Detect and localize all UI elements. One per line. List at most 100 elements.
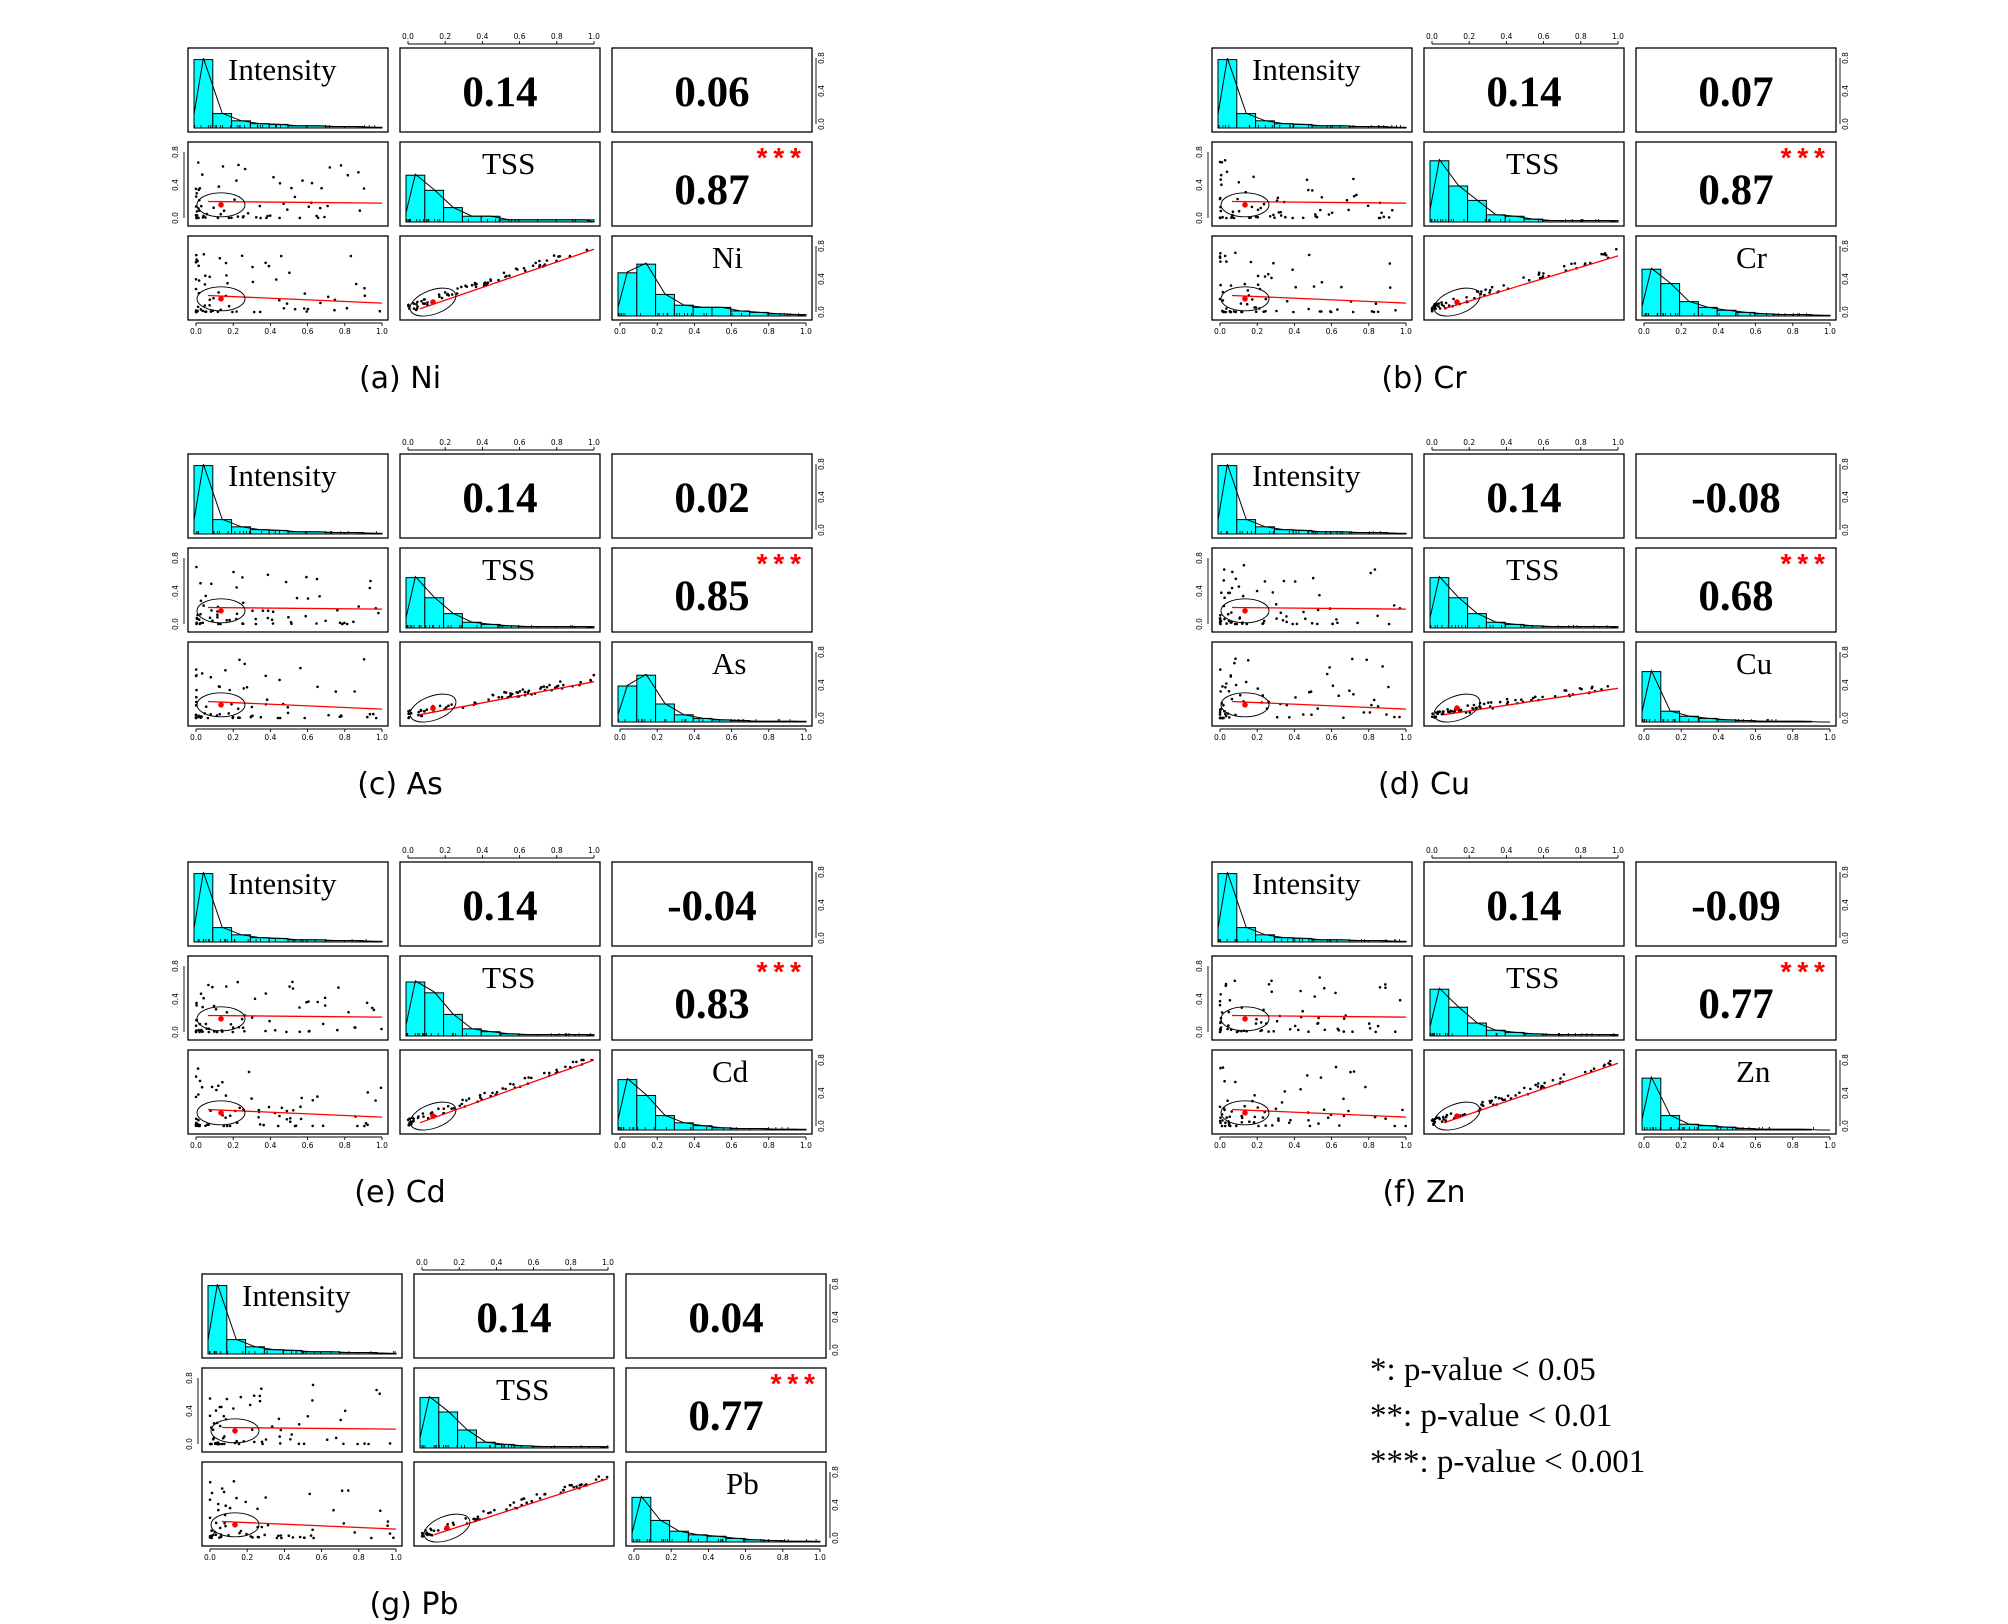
scatter-point-tss-vs-intensity (1301, 1009, 1304, 1013)
scatter-point-tss-vs-intensity (250, 1428, 254, 1431)
confidence-ellipse-metal-vs-tss (423, 1513, 471, 1543)
scatter-point-tss-vs-intensity (195, 616, 199, 620)
scatter-point-metal-vs-intensity (1225, 1116, 1228, 1119)
confidence-ellipse-metal-vs-intensity (1220, 1100, 1270, 1126)
scatter-point-metal-vs-intensity (326, 295, 330, 299)
scatter-point-tss-vs-intensity (302, 1442, 306, 1446)
scatter-point-metal-vs-tss (1444, 301, 1448, 305)
bottom-x-0-tick-label-3: 0.6 (302, 327, 314, 336)
scatter-point-tss-vs-intensity (1227, 1010, 1231, 1014)
right-y-0-tick-label-0: 0.0 (831, 1344, 840, 1356)
scatter-point-metal-vs-tss (563, 1485, 567, 1489)
scatter-point-metal-vs-intensity (288, 271, 291, 275)
scatter-point-metal-vs-intensity (347, 1489, 350, 1492)
correlation-intensity_tss: 0.14 (1486, 475, 1561, 522)
scatter-point-tss-vs-intensity (1317, 1016, 1320, 1020)
scatter-point-tss-vs-intensity (258, 1399, 262, 1403)
scatter-point-metal-vs-intensity (366, 715, 369, 719)
scatter-point-tss-vs-intensity (216, 613, 219, 616)
scatter-point-tss-vs-intensity (323, 996, 327, 1000)
histogram-bar-tss-2 (457, 1429, 477, 1449)
scatter-point-tss-vs-intensity (273, 1029, 277, 1032)
scatter-point-metal-vs-intensity (208, 275, 211, 279)
scatter-point-metal-vs-tss (1466, 704, 1469, 707)
fit-line-metal-vs-tss (419, 248, 595, 310)
scatter-point-metal-vs-intensity (239, 1529, 243, 1533)
scatter-point-metal-vs-tss (1453, 710, 1456, 713)
scatter-point-metal-vs-tss (543, 1492, 547, 1496)
scatter-point-tss-vs-intensity (1307, 188, 1310, 192)
bottom-x-2-tick-label-0: 0.0 (614, 1141, 626, 1150)
scatter-point-metal-vs-intensity (250, 1097, 253, 1100)
scatter-point-metal-vs-tss (420, 1531, 424, 1535)
scatter-point-metal-vs-tss (509, 692, 512, 695)
centroid-metal-vs-tss (444, 1525, 450, 1531)
scatter-point-tss-vs-intensity (339, 164, 343, 167)
variable-label-metal: Cd (712, 1054, 749, 1089)
scatter-point-metal-vs-tss (527, 689, 531, 693)
centroid-tss-vs-intensity (1242, 1016, 1248, 1022)
scatter-point-metal-vs-intensity (1218, 716, 1222, 720)
scatter-point-tss-vs-intensity (1230, 216, 1233, 219)
histogram-bar-intensity-0 (193, 873, 214, 943)
right-y-2-tick-label-1: 0.4 (1841, 679, 1850, 691)
scatter-point-metal-vs-tss (1604, 253, 1608, 257)
scatter-point-tss-vs-intensity (1250, 205, 1254, 209)
scatter-point-tss-vs-intensity (345, 622, 349, 626)
scatter-point-tss-vs-intensity (1238, 616, 1242, 619)
bottom-x-0-tick-label-3: 0.6 (316, 1553, 328, 1562)
correlation-intensity_metal: 0.07 (1698, 69, 1773, 116)
scatter-point-tss-vs-intensity (318, 206, 322, 210)
scatter-point-metal-vs-intensity (1393, 715, 1396, 719)
scatter-point-metal-vs-tss (1608, 1063, 1612, 1066)
scatter-point-tss-vs-intensity (1218, 617, 1222, 621)
scatter-point-metal-vs-intensity (208, 304, 211, 307)
bottom-x-2-tick-label-1: 0.2 (665, 1553, 677, 1562)
scatter-point-metal-vs-intensity (242, 687, 245, 690)
scatter-point-metal-vs-intensity (286, 711, 290, 715)
top-x-tick-label-1: 0.2 (453, 1258, 465, 1267)
bottom-x-2-tick-label-4: 0.8 (763, 327, 775, 336)
scatter-point-tss-vs-intensity (1225, 622, 1228, 625)
top-x-tick-label-2: 0.4 (476, 846, 488, 855)
scatter-point-metal-vs-intensity (194, 278, 198, 281)
scatter-point-tss-vs-intensity (352, 620, 355, 624)
scatter-point-tss-vs-intensity (321, 1022, 325, 1026)
scatter-point-tss-vs-intensity (204, 1022, 208, 1026)
right-y-0-tick-label-1: 0.4 (1841, 899, 1850, 911)
scatter-point-metal-vs-intensity (277, 1534, 280, 1538)
scatter-point-metal-vs-intensity (1328, 666, 1331, 669)
scatter-point-tss-vs-intensity (237, 1442, 241, 1446)
scatter-point-metal-vs-tss (1441, 712, 1445, 716)
variable-label-intensity: Intensity (1252, 52, 1361, 87)
scatter-point-metal-vs-tss (1536, 1082, 1540, 1085)
variable-label-intensity: Intensity (228, 458, 337, 493)
scatter-point-tss-vs-intensity (201, 621, 205, 625)
right-y-2-tick-label-0: 0.0 (817, 1120, 826, 1132)
scatter-point-tss-vs-intensity (1219, 614, 1222, 617)
scatter-point-metal-vs-tss (1602, 253, 1606, 256)
scatter-point-tss-vs-intensity (258, 204, 262, 208)
scatter-point-metal-vs-intensity (214, 1533, 218, 1536)
scatter-point-tss-vs-intensity (225, 985, 228, 988)
scatter-point-tss-vs-intensity (1291, 622, 1294, 626)
scatter-point-metal-vs-tss (1522, 276, 1525, 279)
scatter-point-metal-vs-intensity (218, 1526, 222, 1530)
centroid-metal-vs-tss (1454, 299, 1460, 305)
centroid-tss-vs-intensity (1242, 608, 1248, 614)
significance-stars-tss_metal: *** (754, 960, 804, 991)
scatter-point-metal-vs-intensity (1257, 1124, 1260, 1128)
scatter-point-tss-vs-intensity (1334, 991, 1337, 995)
scatter-point-metal-vs-intensity (370, 1536, 373, 1540)
scatter-point-tss-vs-intensity (258, 1394, 262, 1398)
scatter-point-tss-vs-intensity (235, 1439, 238, 1443)
top-x-tick-label-3: 0.6 (1538, 846, 1550, 855)
right-y-0-tick-label-2: 0.8 (831, 1278, 840, 1290)
bottom-x-0-tick-label-4: 0.8 (339, 327, 351, 336)
scatter-point-metal-vs-intensity (1254, 310, 1258, 314)
scatter-point-metal-vs-intensity (366, 1091, 370, 1094)
scatter-point-metal-vs-intensity (1234, 1080, 1237, 1084)
scatter-point-metal-vs-tss (415, 302, 418, 306)
scatter-point-metal-vs-intensity (1365, 658, 1368, 662)
fit-line-tss-vs-intensity (207, 606, 383, 610)
